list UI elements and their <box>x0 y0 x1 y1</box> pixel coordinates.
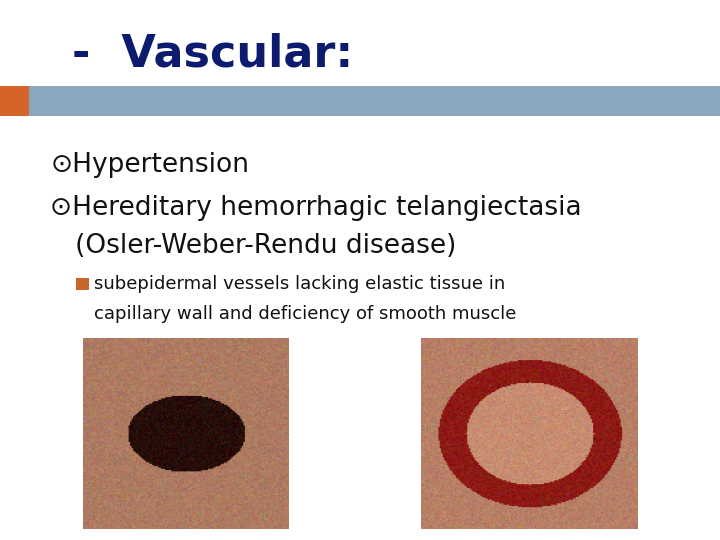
Bar <box>76 278 89 290</box>
Text: (Osler-Weber-Rendu disease): (Osler-Weber-Rendu disease) <box>50 233 456 259</box>
Text: subepidermal vessels lacking elastic tissue in: subepidermal vessels lacking elastic tis… <box>94 275 505 293</box>
Text: ⊙Hypertension: ⊙Hypertension <box>50 152 249 178</box>
Bar <box>0 86 29 116</box>
Bar <box>0 86 720 116</box>
Text: capillary wall and deficiency of smooth muscle: capillary wall and deficiency of smooth … <box>94 305 517 323</box>
Text: -  Vascular:: - Vascular: <box>72 32 354 76</box>
Text: ⊙Hereditary hemorrhagic telangiectasia: ⊙Hereditary hemorrhagic telangiectasia <box>50 195 582 221</box>
